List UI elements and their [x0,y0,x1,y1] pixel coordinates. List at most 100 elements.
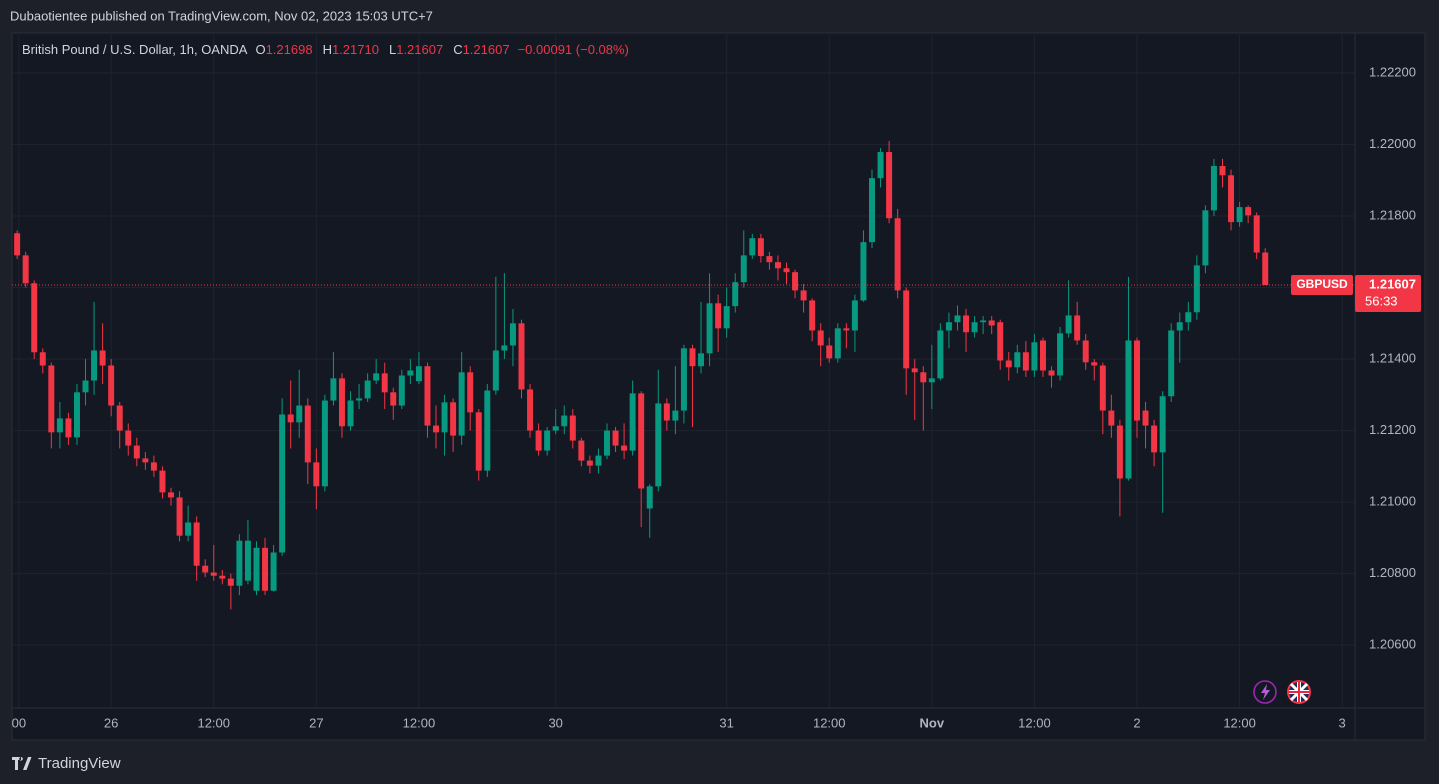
candle-body [82,380,89,393]
candle-body [1142,410,1149,426]
candle-body [698,353,705,367]
candle-body [244,540,251,581]
candle-body [99,350,106,366]
candle-body [561,415,568,427]
candle-body [595,455,602,466]
candle-body [886,152,893,219]
candle-body [988,320,995,326]
candle-body [407,370,414,376]
candle-body [928,378,935,383]
brand: TradingView [12,755,121,772]
candle-body [1176,322,1183,331]
candle-body [535,430,542,451]
candle-body [817,330,824,346]
candle-body [945,322,952,331]
candle-body [1245,207,1252,216]
candle-body [1014,352,1021,368]
readout-value: 1.21607 [463,42,510,57]
candle-body [56,418,63,433]
candle-body [603,430,610,456]
candle-body [1074,315,1081,341]
candle-body [202,565,209,573]
candle-body [1228,175,1235,223]
candle-body [740,255,747,283]
candle-body [920,372,927,383]
candle-body [749,238,756,256]
candle-body [65,418,72,438]
x-tick-label: 12:00 [197,715,230,730]
publish-line: Dubaotientee published on TradingView.co… [10,8,433,23]
candle-body [1193,265,1200,313]
candle-body [544,430,551,451]
candle-body [14,233,21,256]
candle-body [364,380,371,399]
candle-body [518,323,525,390]
y-tick-label: 1.20800 [1369,565,1416,580]
candle-body [877,152,884,179]
candle-body [270,552,277,591]
candle-body [963,315,970,333]
candle-body [356,398,363,401]
lightning-glyph [1261,684,1270,700]
brand-logo [12,757,32,770]
candle-body [1005,360,1012,368]
candle-body [287,414,294,423]
price-tag [1355,275,1421,313]
candle-body [527,389,534,431]
candle-body [39,352,46,366]
candle-body [210,572,217,576]
candle-body [424,366,431,426]
candle-body [1168,330,1175,397]
candle-body [1219,165,1226,176]
candle-body [176,497,183,536]
candle-body [612,430,619,446]
candle-body [997,322,1004,361]
candle-body [774,262,781,269]
candle-body [954,315,961,323]
candle-body [629,393,636,451]
candle-body [937,330,944,379]
candle-body [330,378,337,401]
candle-body [1022,352,1029,371]
countdown: 56:33 [1365,293,1398,308]
candle-body [638,393,645,489]
candle-body [843,328,850,331]
candle-body [1210,165,1217,211]
candle-body [569,415,576,441]
candle-body [1048,370,1055,376]
candle-body [869,178,875,243]
candle-body [509,323,516,346]
chart-panel [11,32,1426,741]
candle-body [219,575,226,579]
candle-body [971,322,978,333]
x-tick-label: 12:00 [1223,715,1256,730]
candle-body [1065,315,1072,334]
symbol-tag-label: GBPUSD [1296,277,1348,291]
x-tick-label: 12:00 [813,715,846,730]
candle-body [1031,342,1038,371]
candle-body [655,403,662,487]
y-tick-label: 1.21800 [1369,207,1416,222]
y-tick-label: 1.22200 [1369,64,1416,79]
candle-body [1202,210,1209,266]
candle-body [373,373,380,381]
candle-body [911,368,918,373]
candle-body [672,410,679,421]
candle-body [851,300,858,331]
candle-body [415,366,422,382]
candle-body [125,430,132,446]
candle-body [91,350,98,381]
candle-body [304,405,311,463]
candle-body [108,365,115,406]
candle-body [646,486,653,509]
candle-body [903,290,910,369]
candle-body [150,462,157,471]
candle-body [757,238,764,257]
candle-body [450,402,457,436]
lightning-icon[interactable] [1253,680,1277,704]
candle-body [168,492,174,498]
candle-body [73,392,80,438]
candle-body [586,460,593,466]
candle-body [800,290,807,301]
x-tick-label: 12:00 [1018,715,1051,730]
